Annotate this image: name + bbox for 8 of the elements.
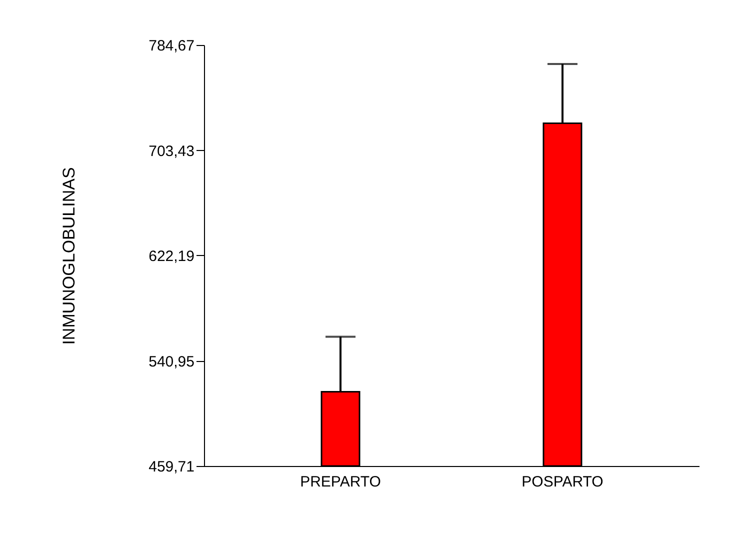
y-tick-label: 703,43: [148, 142, 194, 160]
y-tick-label: 459,71: [148, 458, 194, 476]
y-tick-label: 784,67: [148, 38, 194, 54]
y-tick-label: 622,19: [148, 248, 194, 265]
y-axis-title: INMUNOGLOBULINAS: [60, 167, 79, 345]
x-tick-label: PREPARTO: [300, 474, 381, 490]
y-tick-label: 540,95: [148, 353, 194, 370]
x-tick-label: POSPARTO: [522, 474, 604, 490]
